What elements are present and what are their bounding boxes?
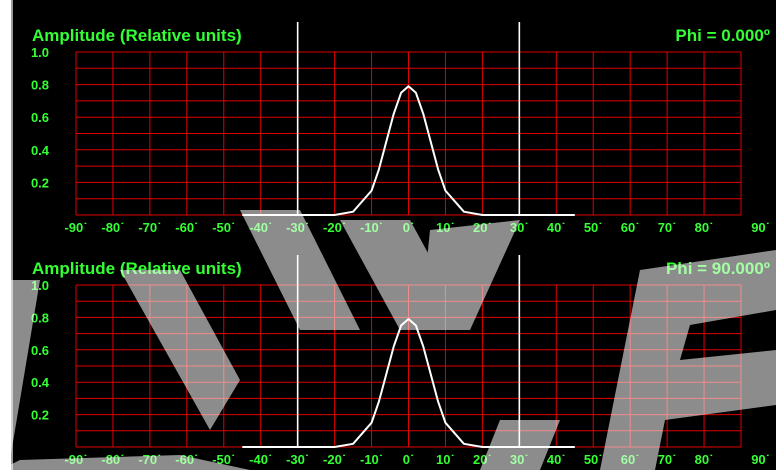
x-tick-label: 60˙ [621, 220, 640, 235]
y-tick-label: 0.8 [31, 310, 49, 325]
x-tick-label: 40˙ [547, 452, 566, 467]
amplitude-trace [242, 85, 575, 216]
x-tick-label: -20˙ [323, 220, 346, 235]
x-tick-label: -60˙ [175, 220, 198, 235]
x-tick-label: 70˙ [658, 220, 677, 235]
x-tick-label: -80˙ [101, 220, 124, 235]
chart-title: Amplitude (Relative units) [32, 259, 242, 278]
chart-title: Amplitude (Relative units) [32, 26, 242, 45]
y-tick-label: 0.2 [31, 175, 49, 190]
x-tick-label: -40˙ [249, 452, 272, 467]
y-tick-label: 0.8 [31, 78, 49, 93]
x-tick-label: -90˙ [64, 220, 87, 235]
x-tick-label: 80˙ [695, 220, 714, 235]
y-tick-label: 0.4 [31, 375, 50, 390]
x-tick-label: 10˙ [436, 452, 455, 467]
y-tick-label: 0.4 [31, 143, 50, 158]
y-tick-label: 0.6 [31, 343, 49, 358]
x-tick-label: -10˙ [360, 452, 383, 467]
x-tick-label: -70˙ [138, 220, 161, 235]
x-tick-label: -50˙ [212, 220, 235, 235]
watermark [0, 210, 776, 470]
x-tick-label: 90˙ [751, 452, 770, 467]
x-tick-label: 80˙ [695, 452, 714, 467]
y-tick-label: 1.0 [31, 45, 49, 60]
x-tick-label: -20˙ [323, 452, 346, 467]
x-tick-label: -30˙ [286, 452, 309, 467]
y-tick-label: 0.6 [31, 110, 49, 125]
x-tick-label: 90˙ [751, 220, 770, 235]
x-tick-label: 0˙ [403, 452, 415, 467]
x-tick-label: 70˙ [658, 452, 677, 467]
phi-annotation: Phi = 0.000º [675, 26, 770, 45]
y-tick-label: 0.2 [31, 408, 49, 423]
x-tick-label: 40˙ [547, 220, 566, 235]
x-tick-label: 50˙ [584, 452, 603, 467]
x-tick-label: 50˙ [584, 220, 603, 235]
